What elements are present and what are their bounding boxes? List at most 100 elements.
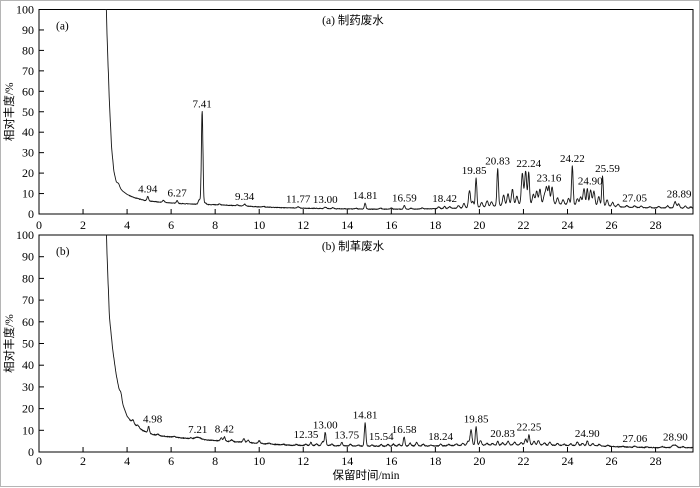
x-tick-label: 26: [606, 218, 618, 232]
y-tick-label: 0: [28, 445, 34, 459]
y-tick-label: 50: [22, 337, 34, 351]
y-tick-label: 30: [22, 380, 34, 394]
x-tick-label: 12: [297, 454, 309, 468]
y-tick-label: 60: [22, 315, 34, 329]
peak-label: 7.21: [188, 424, 207, 436]
x-tick-label: 6: [168, 454, 174, 468]
y-tick-label: 20: [22, 402, 34, 416]
peak-label: 12.35: [294, 429, 319, 441]
y-tick-label: 100: [16, 3, 34, 17]
x-tick-label: 8: [212, 218, 218, 232]
panel-title: (a) 制药废水: [322, 13, 384, 27]
peak-label: 19.85: [464, 414, 489, 426]
peak-label: 11.77: [286, 194, 311, 206]
x-tick-label: 4: [124, 454, 130, 468]
peak-labels: 4.94 6.27 7.41 9.34 11.77 13.00 14.81 16.59 18.4…: [138, 98, 692, 206]
peak-label: 4.94: [138, 183, 158, 195]
peak-label: 24.90: [578, 176, 603, 188]
peak-label: 25.59: [595, 163, 620, 175]
x-tick-label: 2: [80, 218, 86, 232]
x-tick-label: 16: [385, 454, 397, 468]
peak-label: 16.58: [392, 424, 417, 436]
x-tick-label: 16: [385, 218, 397, 232]
y-tick-label: 40: [22, 358, 34, 372]
x-tick-label: 4: [124, 218, 130, 232]
x-tick-label: 6: [168, 218, 174, 232]
panel-corner-label: (a): [56, 21, 69, 33]
peak-label: 28.90: [663, 432, 688, 444]
y-tick-label: 20: [22, 166, 34, 180]
y-axis: 0 10 20 30 40 50 60 70 80 90 100: [16, 228, 44, 459]
x-tick-label: 14: [341, 454, 353, 468]
x-tick-label: 24: [561, 454, 573, 468]
peak-label: 19.85: [462, 165, 487, 177]
peak-label: 9.34: [235, 191, 255, 203]
y-tick-label: 10: [22, 423, 34, 437]
peak-label: 8.42: [215, 424, 234, 436]
chromatogram-trace: [105, 9, 694, 210]
x-axis: 0 2 4 6 8 10 12 14 16 18 20 22 24 26 28: [36, 447, 662, 468]
peak-label: 13.75: [334, 429, 359, 441]
panel-title: (b) 制革废水: [322, 239, 385, 253]
y-tick-label: 0: [28, 207, 34, 221]
x-tick-label: 8: [212, 454, 218, 468]
x-tick-label: 28: [650, 218, 662, 232]
x-tick-label: 22: [517, 218, 529, 232]
peak-label: 20.83: [490, 428, 515, 440]
x-tick-label: 26: [606, 454, 618, 468]
y-tick-label: 10: [22, 187, 34, 201]
y-axis: 0 10 20 30 40 50 60 70 80 90 100: [16, 3, 44, 221]
y-tick-label: 30: [22, 146, 34, 160]
x-tick-label: 0: [36, 218, 42, 232]
peak-label: 15.54: [369, 431, 394, 443]
x-tick-label: 20: [473, 218, 485, 232]
y-tick-label: 60: [22, 84, 34, 98]
x-axis-title: 保留时间/min: [332, 468, 399, 482]
peak-label: 22.24: [516, 158, 541, 170]
x-tick-label: 2: [80, 454, 86, 468]
y-tick-label: 90: [22, 23, 34, 37]
peak-label: 18.24: [428, 431, 453, 443]
peak-label: 27.06: [622, 433, 647, 445]
peak-label: 6.27: [167, 188, 187, 200]
x-tick-label: 10: [253, 454, 265, 468]
peak-label: 14.81: [353, 410, 378, 422]
peak-label: 13.00: [313, 194, 338, 206]
x-tick-label: 18: [429, 454, 441, 468]
y-axis-title: 相对丰度/%: [2, 82, 16, 141]
peak-label: 28.89: [667, 188, 692, 200]
peak-label: 22.25: [517, 422, 542, 434]
peak-label: 4.98: [143, 413, 163, 425]
x-axis: 0 2 4 6 8 10 12 14 16 18 20 22 24 26 28: [36, 209, 662, 232]
x-tick-label: 10: [253, 218, 265, 232]
x-tick-label: 24: [561, 218, 573, 232]
peak-label: 18.42: [432, 193, 457, 205]
x-tick-label: 22: [517, 454, 529, 468]
peak-label: 13.00: [313, 419, 338, 431]
panel-corner-label: (b): [56, 246, 70, 258]
x-tick-label: 0: [36, 454, 42, 468]
y-tick-label: 70: [22, 293, 34, 307]
x-tick-label: 28: [650, 454, 662, 468]
y-tick-label: 80: [22, 271, 34, 285]
y-tick-label: 50: [22, 105, 34, 119]
chromatogram-trace: [105, 234, 694, 449]
peak-label: 16.59: [392, 192, 417, 204]
x-tick-label: 20: [473, 454, 485, 468]
peak-label: 27.05: [622, 193, 647, 205]
peak-label: 24.90: [575, 428, 600, 440]
y-tick-label: 40: [22, 125, 34, 139]
x-tick-label: 14: [341, 218, 353, 232]
peak-label: 23.16: [537, 173, 562, 185]
peak-label: 7.41: [193, 98, 212, 110]
y-tick-label: 70: [22, 64, 34, 78]
x-tick-label: 12: [297, 218, 309, 232]
peak-label: 20.83: [485, 156, 510, 168]
y-tick-label: 80: [22, 43, 34, 57]
y-axis-title: 相对丰度/%: [2, 314, 16, 373]
